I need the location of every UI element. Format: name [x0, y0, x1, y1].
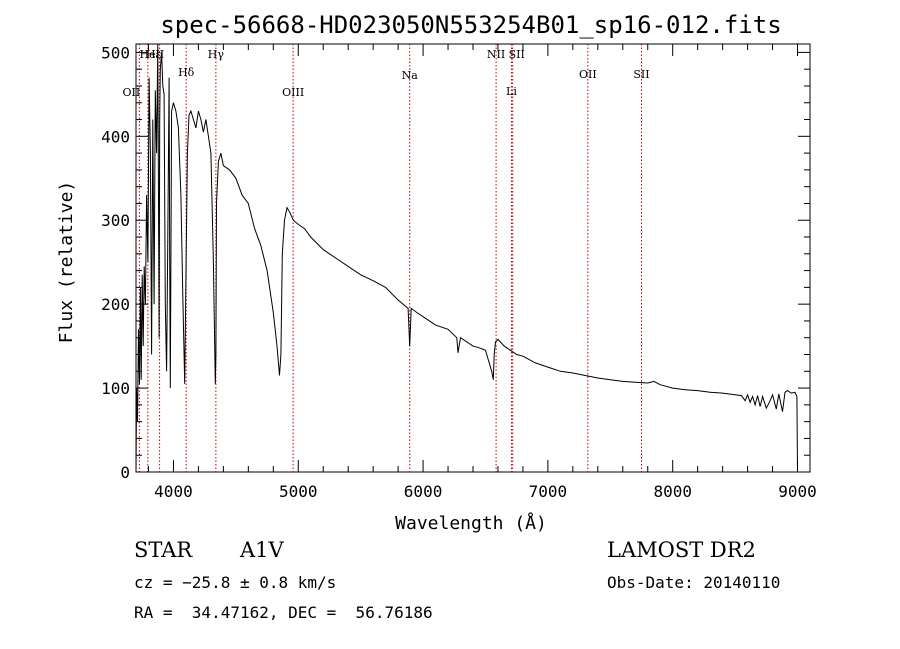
- x-axis-label: Wavelength (Å): [395, 512, 547, 534]
- plot-frame: [135, 43, 811, 473]
- spectral-line-label: HeII: [139, 48, 164, 61]
- spectral-line-label: NII: [487, 48, 505, 61]
- y-tick-label: 300: [101, 211, 130, 230]
- y-tick-label: 100: [101, 379, 130, 398]
- x-tick-label: 4000: [154, 482, 193, 501]
- axis-ticks: 4000 5000 6000 7000 8000 9000 0 100 200 300 400 500: [101, 43, 817, 501]
- spectral-line-label: SII: [633, 68, 649, 81]
- spectral-line-label: OII: [579, 68, 597, 81]
- survey-name: LAMOST DR2: [607, 538, 756, 562]
- spectral-line-label: Hδ: [178, 66, 195, 79]
- x-tick-label: 7000: [529, 482, 568, 501]
- x-tick-label: 8000: [653, 482, 692, 501]
- object-type: STAR: [134, 538, 193, 562]
- spectral-line-label: Hγ: [208, 48, 225, 61]
- x-tick-label: 6000: [404, 482, 443, 501]
- coordinates: RA = 34.47162, DEC = 56.76186: [134, 603, 433, 622]
- spectral-line-label: SII: [509, 48, 525, 61]
- spectral-line-label: OII: [123, 86, 141, 99]
- obs-date: Obs-Date: 20140110: [607, 573, 781, 592]
- spectrum-line: [135, 43, 798, 473]
- x-tick-label: 5000: [279, 482, 318, 501]
- spectral-class: A1V: [240, 538, 284, 562]
- y-tick-label: 400: [101, 127, 130, 146]
- y-tick-label: 200: [101, 295, 130, 314]
- redshift-info: cz = −25.8 ± 0.8 km/s: [134, 573, 337, 592]
- spectral-line-label: Li: [506, 85, 517, 98]
- y-tick-label: 500: [101, 43, 130, 62]
- y-tick-label: 0: [120, 463, 130, 482]
- y-axis-label: Flux (relative): [56, 181, 77, 344]
- x-tick-label: 9000: [778, 482, 817, 501]
- chart-title: spec-56668-HD023050N553254B01_sp16-012.f…: [160, 11, 781, 39]
- spectral-line-label: Na: [402, 69, 419, 82]
- spectral-line-label: OIII: [282, 86, 304, 99]
